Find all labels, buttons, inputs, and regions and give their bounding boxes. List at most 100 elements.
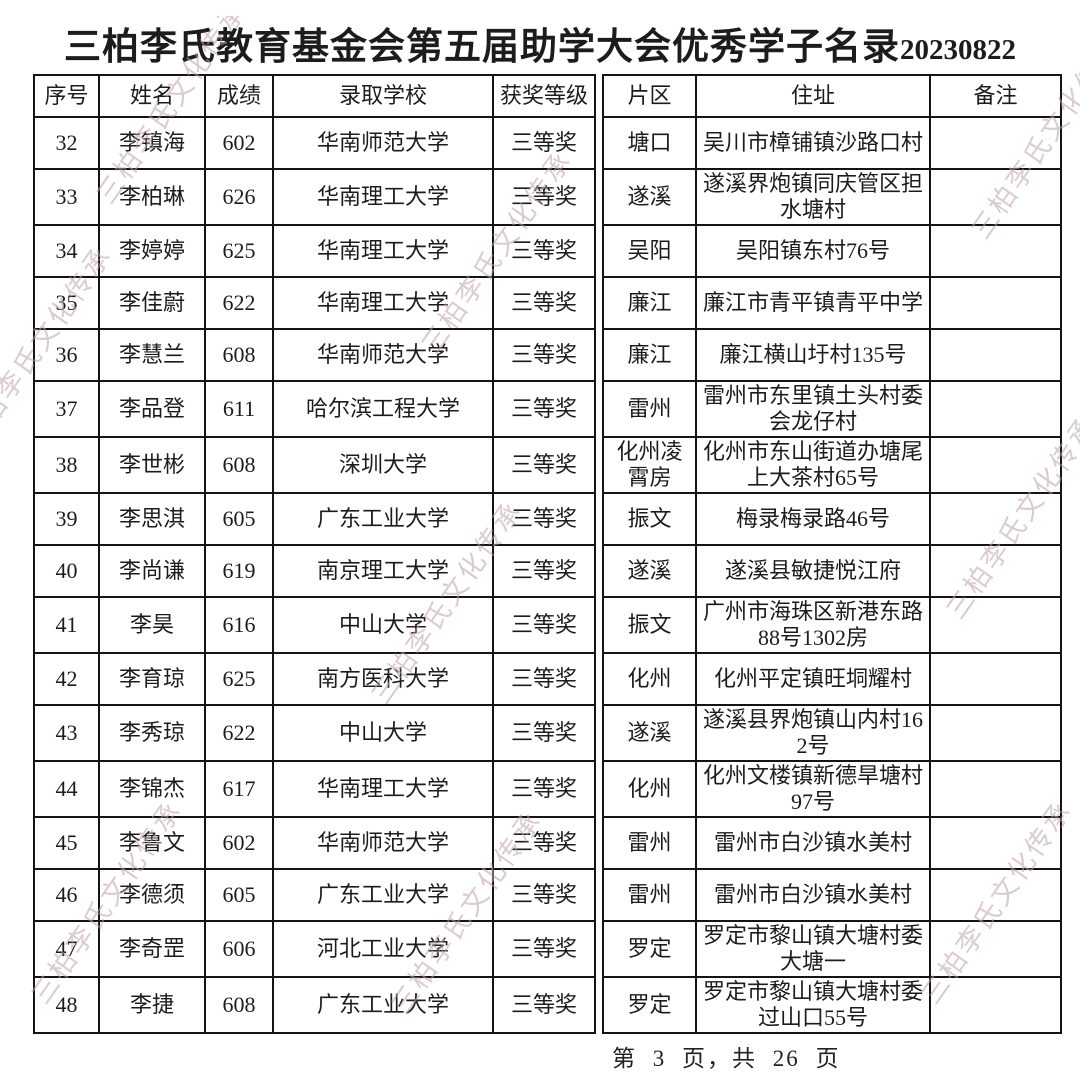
- cell-school: 华南师范大学: [272, 116, 494, 170]
- table-gap: [595, 75, 603, 117]
- cell-score: 622: [204, 704, 274, 762]
- cell-index: 43: [33, 704, 100, 762]
- cell-school: 广东工业大学: [272, 976, 494, 1034]
- cell-index: 38: [33, 436, 100, 494]
- cell-school: 中山大学: [272, 704, 494, 762]
- students-tbody: 32 李镇海 602 华南师范大学 三等奖 塘口 吴川市樟铺镇沙路口村 33 李柏琳 626 华南理…: [33, 116, 1062, 1034]
- table-gap: [595, 225, 603, 277]
- cell-address: 雷州市东里镇土头村委会龙仔村: [695, 380, 931, 438]
- cell-school: 华南师范大学: [272, 816, 494, 870]
- cell-district: 振文: [602, 596, 697, 654]
- cell-score: 608: [204, 976, 274, 1034]
- cell-district: 化州: [602, 652, 697, 706]
- cell-address: 化州市东山街道办塘尾上大茶村65号: [695, 436, 931, 494]
- page-title: 三柏李氏教育基金会第五届助学大会优秀学子名录20230822: [0, 16, 1080, 74]
- cell-award: 三等奖: [492, 816, 596, 870]
- cell-index: 40: [33, 544, 100, 598]
- cell-award: 三等奖: [492, 760, 596, 818]
- cell-district: 雷州: [602, 816, 697, 870]
- cell-name: 李德须: [98, 868, 206, 922]
- table-gap: [595, 921, 603, 977]
- cell-score: 625: [204, 224, 274, 278]
- cell-award: 三等奖: [492, 168, 596, 226]
- header-school: 录取学校: [272, 74, 494, 118]
- cell-remark: [929, 760, 1062, 818]
- cell-name: 李柏琳: [98, 168, 206, 226]
- cell-name: 李秀琼: [98, 704, 206, 762]
- cell-score: 617: [204, 760, 274, 818]
- cell-school: 华南理工大学: [272, 224, 494, 278]
- cell-name: 李育琼: [98, 652, 206, 706]
- cell-name: 李捷: [98, 976, 206, 1034]
- cell-address: 化州文楼镇新德旱塘村97号: [695, 760, 931, 818]
- cell-address: 遂溪界炮镇同庆管区担水塘村: [695, 168, 931, 226]
- table-gap: [595, 381, 603, 437]
- cell-index: 45: [33, 816, 100, 870]
- cell-school: 南京理工大学: [272, 544, 494, 598]
- cell-school: 华南理工大学: [272, 168, 494, 226]
- cell-index: 34: [33, 224, 100, 278]
- cell-award: 三等奖: [492, 492, 596, 546]
- cell-award: 三等奖: [492, 704, 596, 762]
- cell-remark: [929, 276, 1062, 330]
- cell-award: 三等奖: [492, 116, 596, 170]
- cell-school: 南方医科大学: [272, 652, 494, 706]
- cell-district: 雷州: [602, 380, 697, 438]
- cell-school: 中山大学: [272, 596, 494, 654]
- table-gap: [595, 977, 603, 1033]
- cell-index: 39: [33, 492, 100, 546]
- table-row: 40 李尚谦 619 南京理工大学 三等奖 遂溪 遂溪县敏捷悦江府: [33, 544, 1062, 598]
- cell-remark: [929, 436, 1062, 494]
- table-row: 48 李捷 608 广东工业大学 三等奖 罗定 罗定市黎山镇大塘村委过山口55号: [33, 976, 1062, 1034]
- cell-remark: [929, 976, 1062, 1034]
- table-gap: [595, 169, 603, 225]
- cell-remark: [929, 868, 1062, 922]
- cell-name: 李慧兰: [98, 328, 206, 382]
- cell-address: 化州平定镇旺垌耀村: [695, 652, 931, 706]
- table-row: 43 李秀琼 622 中山大学 三等奖 遂溪 遂溪县界炮镇山内村162号: [33, 704, 1062, 762]
- cell-name: 李佳蔚: [98, 276, 206, 330]
- cell-address: 吴川市樟铺镇沙路口村: [695, 116, 931, 170]
- cell-remark: [929, 920, 1062, 978]
- table-row: 34 李婷婷 625 华南理工大学 三等奖 吴阳 吴阳镇东村76号: [33, 224, 1062, 278]
- cell-index: 48: [33, 976, 100, 1034]
- cell-award: 三等奖: [492, 544, 596, 598]
- cell-award: 三等奖: [492, 976, 596, 1034]
- cell-index: 44: [33, 760, 100, 818]
- cell-score: 608: [204, 436, 274, 494]
- table-row: 35 李佳蔚 622 华南理工大学 三等奖 廉江 廉江市青平镇青平中学: [33, 276, 1062, 330]
- cell-index: 42: [33, 652, 100, 706]
- cell-remark: [929, 116, 1062, 170]
- table-row: 46 李德须 605 广东工业大学 三等奖 雷州 雷州市白沙镇水美村: [33, 868, 1062, 922]
- cell-address: 罗定市黎山镇大塘村委过山口55号: [695, 976, 931, 1034]
- cell-address: 雷州市白沙镇水美村: [695, 868, 931, 922]
- table-gap: [595, 869, 603, 921]
- title-text: 三柏李氏教育基金会第五届助学大会优秀学子名录: [64, 27, 900, 68]
- cell-name: 李世彬: [98, 436, 206, 494]
- cell-district: 罗定: [602, 920, 697, 978]
- table-row: 32 李镇海 602 华南师范大学 三等奖 塘口 吴川市樟铺镇沙路口村: [33, 116, 1062, 170]
- page-number: 第 3 页，共 26 页: [612, 1046, 841, 1071]
- cell-index: 32: [33, 116, 100, 170]
- table-gap: [595, 597, 603, 653]
- cell-school: 河北工业大学: [272, 920, 494, 978]
- cell-score: 605: [204, 868, 274, 922]
- cell-name: 李尚谦: [98, 544, 206, 598]
- cell-address: 梅录梅录路46号: [695, 492, 931, 546]
- cell-district: 遂溪: [602, 168, 697, 226]
- cell-school: 华南师范大学: [272, 328, 494, 382]
- cell-address: 吴阳镇东村76号: [695, 224, 931, 278]
- cell-remark: [929, 168, 1062, 226]
- cell-address: 遂溪县敏捷悦江府: [695, 544, 931, 598]
- cell-address: 罗定市黎山镇大塘村委大塘一: [695, 920, 931, 978]
- header-district: 片区: [602, 74, 697, 118]
- cell-index: 37: [33, 380, 100, 438]
- cell-remark: [929, 224, 1062, 278]
- cell-school: 华南理工大学: [272, 760, 494, 818]
- cell-score: 625: [204, 652, 274, 706]
- cell-index: 35: [33, 276, 100, 330]
- cell-school: 哈尔滨工程大学: [272, 380, 494, 438]
- cell-school: 深圳大学: [272, 436, 494, 494]
- cell-remark: [929, 816, 1062, 870]
- cell-address: 廉江横山圩村135号: [695, 328, 931, 382]
